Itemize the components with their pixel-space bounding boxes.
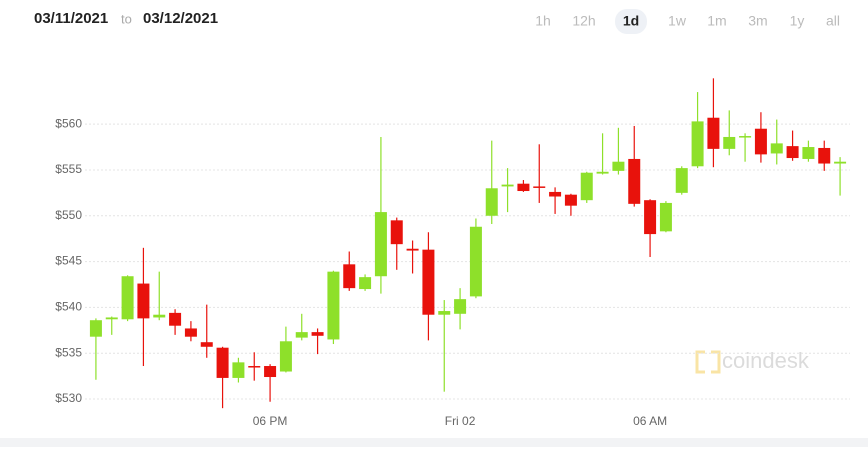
- range-button[interactable]: 1y: [790, 13, 805, 29]
- range-button[interactable]: 12h: [572, 13, 595, 29]
- candle-body: [675, 168, 688, 193]
- candle-body: [628, 158, 641, 204]
- range-button[interactable]: all: [826, 13, 840, 29]
- y-tick-label: $560: [55, 116, 82, 130]
- candle-body: [248, 366, 261, 368]
- y-tick-label: $535: [55, 345, 82, 359]
- candle-body: [469, 226, 482, 297]
- y-tick-label: $540: [55, 300, 82, 314]
- candle-body: [184, 328, 197, 337]
- candle-body: [327, 271, 340, 340]
- range-button[interactable]: 3m: [748, 13, 767, 29]
- candle-body: [501, 184, 514, 187]
- candle-body: [390, 220, 403, 245]
- range-selected-bg: [615, 9, 647, 34]
- candle-body: [691, 121, 704, 167]
- candle-body: [802, 147, 815, 159]
- candle-body: [770, 143, 783, 154]
- y-tick-label: $530: [55, 391, 82, 405]
- candle-body: [564, 194, 577, 206]
- x-tick-label: 06 PM: [253, 414, 288, 428]
- candle-body: [422, 249, 435, 315]
- candle-body: [343, 264, 356, 289]
- candle-body: [580, 172, 593, 201]
- range-button[interactable]: 1m: [707, 13, 726, 29]
- date-to-word: to: [121, 11, 132, 26]
- candle-body: [232, 362, 245, 378]
- candle-body: [264, 366, 277, 378]
- candle-body: [834, 161, 847, 164]
- candle-body: [279, 341, 292, 372]
- bottom-strip: [0, 438, 868, 447]
- candle-body: [89, 320, 102, 337]
- candle-body: [200, 342, 213, 347]
- candle-body: [295, 332, 308, 338]
- candle-body: [153, 314, 166, 318]
- x-tick-label: Fri 02: [445, 414, 476, 428]
- watermark-logo: [695, 350, 721, 374]
- candle-body: [105, 317, 118, 320]
- range-button[interactable]: 1d: [623, 13, 639, 29]
- watermark-text: coindesk: [722, 348, 810, 373]
- range-button[interactable]: 1h: [535, 13, 551, 29]
- range-button[interactable]: 1w: [668, 13, 687, 29]
- candle-body: [121, 276, 134, 320]
- candle-body: [406, 248, 419, 251]
- candle-body: [739, 136, 752, 138]
- watermark: coindesk: [695, 348, 810, 374]
- candle-body: [818, 147, 831, 164]
- y-tick-label: $555: [55, 162, 82, 176]
- candle-body: [454, 299, 467, 314]
- x-tick-label: 06 AM: [633, 414, 667, 428]
- candle-body: [754, 128, 767, 155]
- candle-body: [485, 188, 498, 216]
- candle-body: [596, 171, 609, 174]
- candle-body: [359, 277, 372, 290]
- candle-body: [517, 183, 530, 192]
- candle-body: [137, 283, 150, 319]
- candle-body: [644, 200, 657, 235]
- candle-body: [533, 186, 546, 188]
- candle-body: [311, 332, 324, 336]
- candle-body: [216, 347, 229, 378]
- candle-body: [612, 161, 625, 171]
- candle-body: [438, 311, 451, 315]
- candle-body: [374, 212, 387, 277]
- date-to: 03/12/2021: [143, 10, 218, 27]
- candle-body: [659, 202, 672, 232]
- candle-body: [707, 117, 720, 149]
- candle-body: [723, 136, 736, 149]
- y-tick-label: $550: [55, 208, 82, 222]
- candle-body: [549, 191, 562, 197]
- y-tick-label: $545: [55, 254, 82, 268]
- date-from: 03/11/2021: [34, 10, 108, 27]
- candle-body: [786, 146, 799, 159]
- candle-body: [169, 312, 182, 326]
